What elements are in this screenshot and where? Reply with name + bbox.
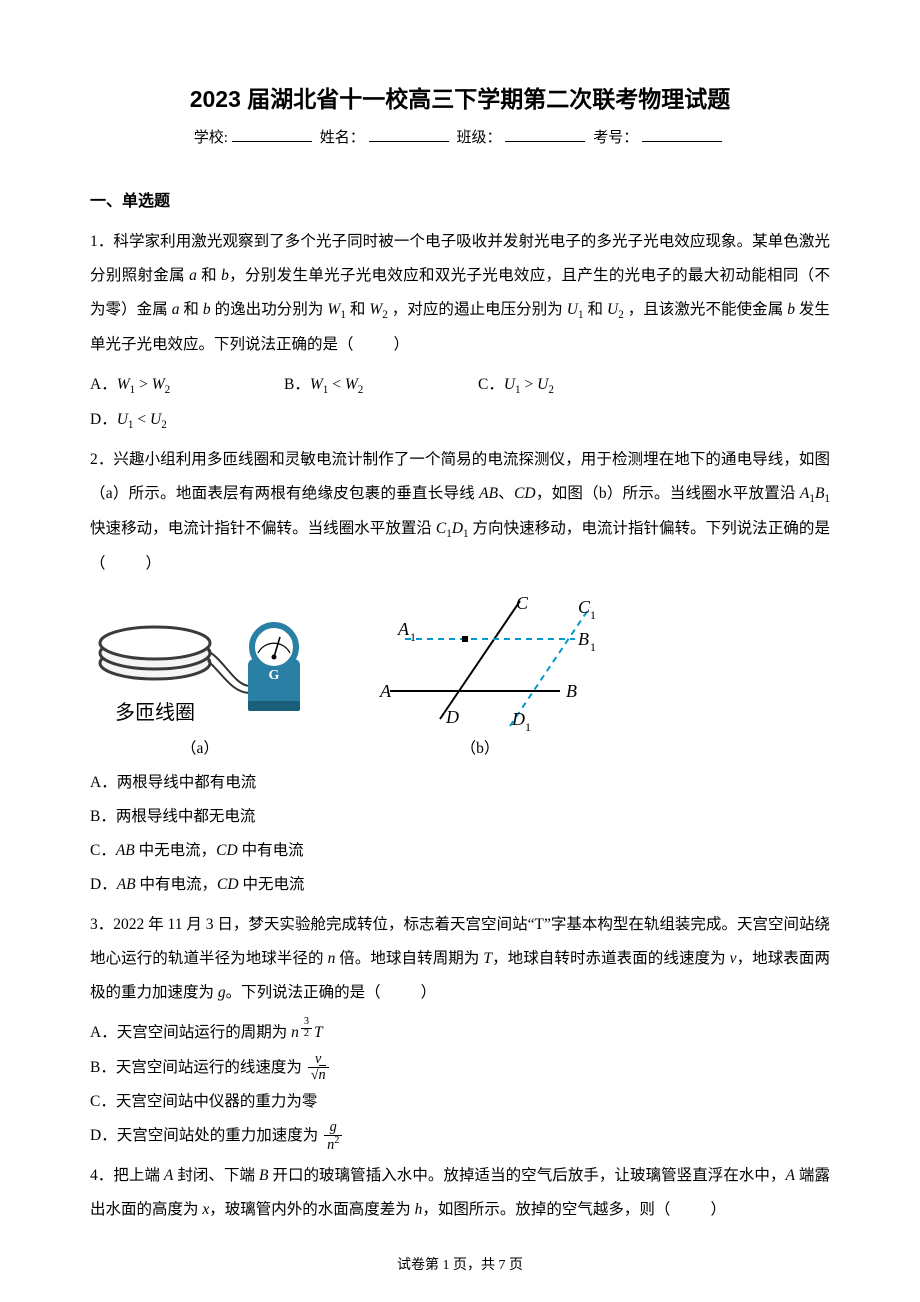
q3-options: A．天宫空间站运行的周期为 n32T B．天宫空间站运行的线速度为 v√n C．…: [90, 1016, 830, 1153]
figure-a-caption: （a）: [90, 736, 310, 758]
q1-opt-b: B．W1 < W2: [284, 368, 478, 403]
svg-text:B: B: [578, 629, 589, 649]
svg-text:D: D: [445, 707, 459, 727]
q3-text: 3．2022 年 11 月 3 日，梦天实验舱完成转位，标志着天宫空间站“T”字…: [90, 908, 830, 1010]
class-label: 班级：: [456, 130, 501, 146]
q2-options: A．两根导线中都有电流 B．两根导线中都无电流 C．AB 中无电流，CD 中有电…: [90, 766, 830, 902]
q3-opt-a: A．天宫空间站运行的周期为 n32T: [90, 1016, 474, 1050]
q2-opt-d: D．AB 中有电流，CD 中无电流: [90, 868, 474, 902]
figure-a: G 多匝线圈 （a）: [90, 601, 310, 758]
page-footer: 试卷第 1 页，共 7 页: [0, 1254, 920, 1274]
svg-text:1: 1: [525, 720, 531, 731]
wires-diagram-svg: A B C D A 1 B 1 C 1 D 1: [350, 591, 610, 731]
figure-b: A B C D A 1 B 1 C 1 D 1 （b）: [350, 591, 610, 758]
school-label: 学校:: [194, 130, 228, 146]
svg-text:G: G: [269, 668, 280, 683]
q3-opt-d: D．天宫空间站处的重力加速度为 gn2: [90, 1119, 474, 1153]
q4-text: 4．把上端 A 封闭、下端 B 开口的玻璃管插入水中。放掉适当的空气后放手，让玻…: [90, 1159, 830, 1227]
page-title: 2023 届湖北省十一校高三下学期第二次联考物理试题: [90, 80, 830, 114]
svg-text:1: 1: [590, 608, 596, 622]
class-blank: [505, 126, 585, 142]
q2-text: 2．兴趣小组利用多匝线圈和灵敏电流计制作了一个简易的电流探测仪，用于检测埋在地下…: [90, 443, 830, 580]
q1-opt-d: D．U1 < U2: [90, 403, 284, 438]
student-info-line: 学校: 姓名： 班级： 考号：: [90, 126, 830, 147]
section-header-single: 一、单选题: [90, 187, 830, 211]
q1-text: 1．科学家利用激光观察到了多个光子同时被一个电子吸收并发射光电子的多光子光电效应…: [90, 225, 830, 362]
svg-text:A: A: [379, 681, 392, 701]
svg-text:B: B: [566, 681, 577, 701]
svg-text:C: C: [516, 593, 529, 613]
q3-opt-b: B．天宫空间站运行的线速度为 v√n: [90, 1051, 474, 1085]
detector-svg: G 多匝线圈: [90, 601, 310, 731]
q1-options: A．W1 > W2 B．W1 < W2 C．U1 > U2 D．U1 < U2: [90, 368, 830, 437]
q1-opt-a: A．W1 > W2: [90, 368, 284, 403]
coil-label: 多匝线圈: [115, 701, 195, 724]
name-blank: [369, 126, 449, 142]
q2-opt-a: A．两根导线中都有电流: [90, 766, 474, 800]
svg-text:1: 1: [590, 640, 596, 654]
q1-opt-c: C．U1 > U2: [478, 368, 672, 403]
svg-text:1: 1: [410, 630, 416, 644]
svg-text:A: A: [397, 619, 410, 639]
q3-opt-c: C．天宫空间站中仪器的重力为零: [90, 1085, 474, 1119]
examno-blank: [642, 126, 722, 142]
svg-text:D: D: [511, 709, 525, 729]
q2-opt-b: B．两根导线中都无电流: [90, 800, 474, 834]
examno-label: 考号：: [593, 130, 638, 146]
school-blank: [232, 126, 312, 142]
name-label: 姓名：: [320, 130, 365, 146]
figure-b-caption: （b）: [350, 736, 610, 758]
q2-opt-c: C．AB 中无电流，CD 中有电流: [90, 834, 474, 868]
